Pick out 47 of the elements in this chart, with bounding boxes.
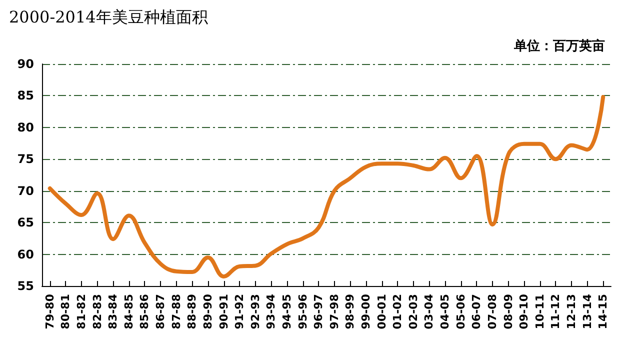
x-tick-label: 98-99 (344, 294, 357, 330)
x-tick-label: 01-02 (391, 294, 404, 330)
y-tick-label: 65 (17, 216, 34, 230)
x-tick-label: 03-04 (422, 294, 436, 330)
x-tick-label: 07-08 (486, 294, 499, 330)
x-tick-label: 95-96 (296, 294, 310, 330)
chart-title: 2000-2014年美豆种植面积 (9, 8, 208, 26)
text: 单位：百万英亩 (513, 38, 605, 54)
x-tick-label: 14-15 (596, 294, 610, 330)
x-tick-label: 93-94 (264, 294, 278, 330)
y-tick-label: 75 (17, 152, 34, 166)
y-tick-label: 55 (17, 279, 34, 293)
x-tick-label: 82-83 (90, 294, 104, 330)
x-tick-label: 85-86 (138, 294, 152, 330)
x-tick-label: 79-80 (43, 294, 56, 330)
x-tick-label: 10-11 (533, 294, 546, 330)
x-tick-label: 02-03 (406, 294, 420, 330)
y-tick-label: 70 (17, 184, 34, 198)
line-series (48, 94, 606, 278)
x-tick-label: 94-95 (280, 294, 294, 330)
x-tick-label: 84-85 (122, 294, 136, 330)
x-tick-label: 13-14 (580, 294, 594, 330)
y-tick-label: 85 (17, 88, 34, 103)
x-tick-label: 08-09 (502, 294, 515, 330)
y-tick-label: 80 (17, 120, 34, 134)
x-tick-label: 06-07 (470, 294, 484, 330)
x-tick-label: 05-06 (454, 294, 468, 330)
x-tick-label: 81-82 (75, 294, 88, 330)
x-tick-label: 00-01 (375, 294, 388, 330)
x-tick-label: 11-12 (549, 294, 562, 330)
x-tick-label: 83-84 (106, 294, 120, 330)
x-tick-label: 97-98 (328, 294, 341, 330)
x-tick-label: 88-89 (186, 294, 199, 330)
x-tick-label: 91-92 (233, 294, 246, 330)
x-tick-label: 86-87 (154, 294, 168, 330)
x-tick-label: 99-00 (360, 294, 373, 330)
x-tick-label: 12-13 (564, 294, 578, 330)
x-tick-label: 96-97 (312, 294, 326, 330)
x-tick-label: 09-10 (518, 294, 531, 330)
x-tick-label: 04-05 (438, 294, 452, 330)
x-tick-label: 89-90 (201, 294, 214, 330)
x-tick-label: 92-93 (248, 294, 262, 330)
x-tick-label: 90-91 (217, 294, 230, 330)
x-tick-label: 87-88 (170, 294, 183, 330)
y-tick-label: 90 (17, 57, 34, 71)
y-tick-label: 60 (17, 247, 34, 262)
x-tick-label: 80-81 (59, 294, 72, 330)
